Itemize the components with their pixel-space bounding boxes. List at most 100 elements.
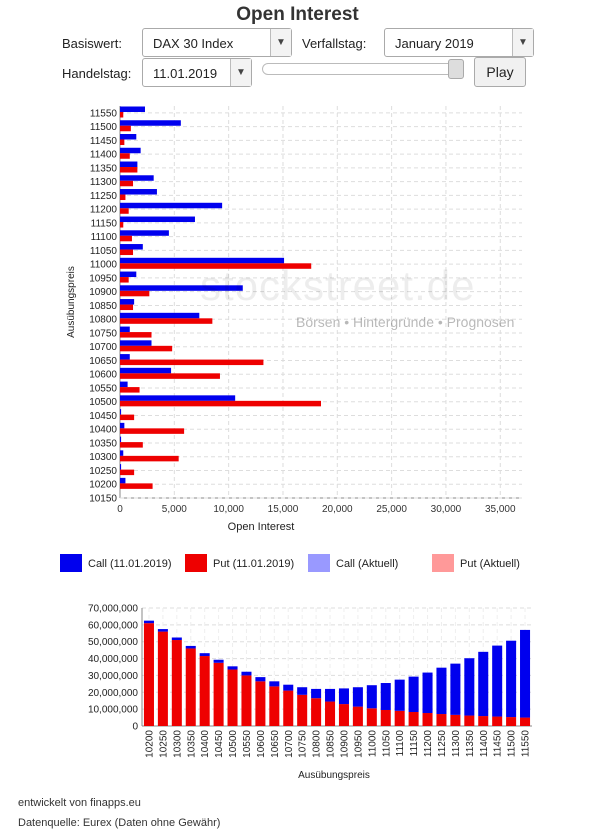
y-tick-label: 10750 (89, 328, 117, 339)
y-tick-label: 20,000,000 (88, 688, 138, 699)
y-tick-label: 30,000,000 (88, 671, 138, 682)
column-put (394, 710, 405, 726)
bar-put (120, 153, 130, 159)
watermark-tagline: Börsen • Hintergründe • Prognosen (296, 314, 515, 330)
column-put (255, 681, 266, 726)
bar-call (120, 312, 200, 319)
bar-put (120, 222, 124, 228)
bar-put (120, 442, 143, 448)
bar-put (120, 455, 179, 462)
column-call (311, 688, 322, 699)
x-tick-label: 10850 (326, 730, 337, 758)
x-tick-label: 11100 (395, 730, 406, 757)
legend-label-put-current: Put (Aktuell) (460, 558, 520, 570)
verfallstag-select[interactable]: January 2019 ▼ (384, 28, 534, 57)
verfallstag-value: January 2019 (395, 36, 474, 51)
x-tick-label: 11300 (451, 730, 462, 758)
verfallstag-label: Verfallstag: (302, 36, 367, 51)
x-tick-label: 11500 (507, 730, 518, 758)
bar-call (120, 395, 236, 401)
bar-call (120, 161, 138, 168)
column-call (185, 645, 196, 649)
bar-put (120, 318, 213, 324)
bar-put (120, 112, 124, 118)
column-call (283, 684, 294, 691)
column-call (352, 687, 363, 707)
x-tick-label: 10200 (144, 730, 155, 758)
y-tick-label: 70,000,000 (88, 604, 138, 615)
handelstag-value: 11.01.2019 (153, 66, 218, 81)
y-tick-label: 11100 (91, 232, 118, 243)
x-axis-title: Ausübungspreis (298, 770, 370, 781)
legend-swatch-put-date (185, 554, 207, 572)
x-tick-label: 10300 (172, 730, 183, 758)
column-call (269, 681, 280, 687)
open-interest-bar-chart: 0 5,000 10,000 15,000 20,000 25,000 30,000 35,0… (66, 106, 522, 533)
y-tick-label: 10400 (89, 425, 117, 436)
bar-put (120, 263, 312, 269)
x-tick-label: 10650 (270, 730, 281, 758)
column-call (464, 658, 475, 716)
bar-put (120, 400, 321, 407)
bar-call (120, 216, 195, 223)
column-put (520, 717, 531, 726)
y-tick-label: 11000 (90, 260, 118, 271)
bar-put (120, 208, 129, 214)
basiswert-value: DAX 30 Index (153, 36, 234, 51)
x-tick-label: 11550 (521, 730, 532, 758)
column-call (408, 676, 419, 713)
bar-call (120, 244, 143, 250)
column-put (492, 716, 503, 726)
column-call (157, 629, 168, 632)
x-tick-label: 0 (117, 504, 123, 515)
y-tick-label: 10600 (89, 370, 117, 381)
column-put (269, 686, 280, 726)
bar-put (120, 277, 129, 283)
bar-call (120, 175, 154, 181)
column-call (478, 651, 489, 717)
column-put (408, 712, 419, 726)
column-put (171, 640, 182, 726)
column-put (227, 669, 238, 726)
y-tick-label: 10250 (89, 466, 117, 477)
bar-put (120, 125, 131, 132)
play-button[interactable]: Play (474, 57, 526, 87)
column-call (171, 637, 182, 641)
x-tick-label: 20,000 (322, 504, 353, 515)
y-tick-label: 10850 (89, 301, 117, 312)
bar-call (120, 354, 130, 360)
column-put (338, 704, 349, 726)
bar-put (120, 304, 134, 311)
legend-swatch-call-date (60, 554, 82, 572)
y-tick-label: 10150 (89, 494, 117, 505)
bar-call (120, 409, 122, 415)
bar-put (120, 359, 264, 366)
column-call (520, 629, 531, 718)
handelstag-select[interactable]: 11.01.2019 ▼ (142, 58, 252, 87)
bar-call (120, 106, 145, 112)
x-tick-label: 10450 (214, 730, 225, 758)
basiswert-select[interactable]: DAX 30 Index ▼ (142, 28, 292, 57)
y-tick-label: 50,000,000 (88, 637, 138, 648)
bar-call (120, 202, 223, 209)
date-slider[interactable] (262, 63, 464, 75)
bar-call (120, 422, 125, 429)
total-open-interest-chart: 0 10,000,000 20,000,000 30,000,000 40,000,00… (88, 604, 532, 781)
legend-label-call-date: Call (11.01.2019) (88, 558, 172, 570)
column-put (422, 713, 433, 726)
slider-handle[interactable] (448, 59, 464, 79)
legend-label-call-current: Call (Aktuell) (336, 558, 399, 570)
column-call (436, 667, 447, 715)
column-put (297, 694, 308, 726)
column-put (325, 701, 336, 726)
bar-call (120, 326, 130, 333)
bar-put (120, 469, 135, 476)
y-tick-label: 10700 (89, 342, 117, 353)
bar-call (120, 189, 157, 195)
y-tick-label: 10950 (89, 273, 117, 284)
y-tick-label: 10350 (89, 438, 117, 449)
x-tick-label: 35,000 (485, 504, 516, 515)
bar-call (120, 477, 126, 484)
column-put (352, 706, 363, 726)
y-tick-label: 11550 (90, 108, 118, 119)
